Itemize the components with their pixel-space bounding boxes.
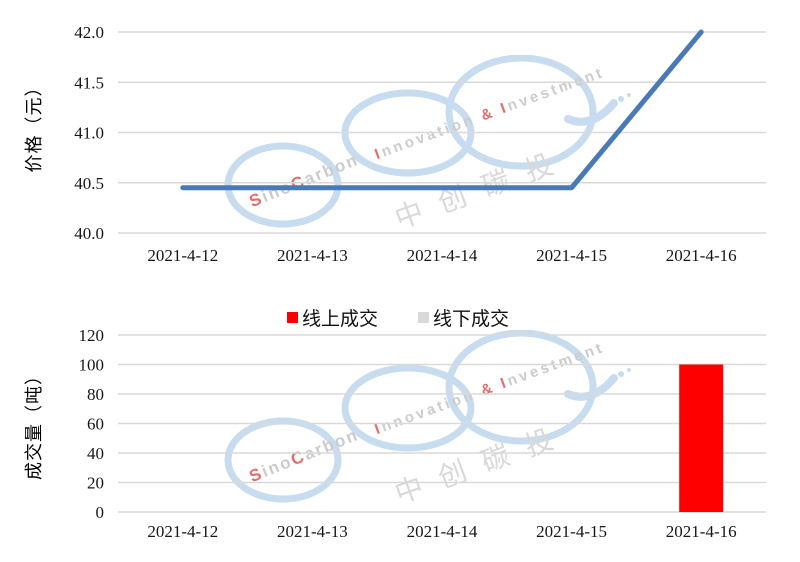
x-tick-label: 2021-4-16 (666, 522, 737, 541)
price-line-chart: SinoCarbon Innovation & Investment 中创碳投 价格… (24, 23, 766, 265)
y-tick-label: 80 (87, 385, 104, 404)
bar-线上成交 (679, 364, 724, 512)
y-tick-label: 0 (96, 503, 105, 522)
y-tick-label: 42.0 (74, 23, 104, 42)
legend-label: 线下成交 (433, 309, 510, 330)
volume-plot-area: 0 20 40 60 80 100 120 2021-4-12 2021-4-13 2021-4-… (79, 326, 766, 541)
x-tick-label: 2021-4-12 (147, 246, 218, 265)
legend-swatch-icon (418, 312, 430, 323)
y-tick-label: 41.5 (74, 73, 104, 92)
x-tick-label: 2021-4-13 (277, 246, 348, 265)
x-tick-label: 2021-4-14 (407, 522, 478, 541)
y-tick-label: 20 (87, 474, 104, 493)
y-tick-label: 40.0 (74, 224, 104, 243)
y-tick-label: 40 (87, 444, 104, 463)
x-tick-label: 2021-4-13 (277, 522, 348, 541)
y-tick-label: 40.5 (74, 174, 104, 193)
price-line-series (180, 29, 704, 191)
x-tick-label: 2021-4-15 (536, 246, 607, 265)
x-tick-label: 2021-4-15 (536, 522, 607, 541)
x-tick-label: 2021-4-12 (147, 522, 218, 541)
legend-label: 线上成交 (302, 309, 379, 330)
volume-bar-chart: SinoCarbon Innovation & Investment 中创碳投 线上… (0, 285, 800, 562)
legend-item: 线上成交 (287, 304, 378, 331)
legend-item: 线下成交 (418, 304, 509, 331)
price-plot-area: 40.0 40.5 41.0 41.5 42.0 2021-4-12 2021-4-13 20… (74, 23, 766, 265)
y-tick-label: 100 (79, 356, 105, 375)
x-tick-label: 2021-4-14 (407, 246, 478, 265)
legend-swatch-icon (287, 312, 298, 323)
legend: 线上成交 线下成交 (287, 304, 509, 331)
y-tick-label: 41.0 (74, 124, 104, 143)
x-tick-label: 2021-4-16 (666, 246, 737, 265)
y-tick-label: 60 (87, 415, 104, 434)
y-tick-label: 120 (79, 326, 105, 345)
